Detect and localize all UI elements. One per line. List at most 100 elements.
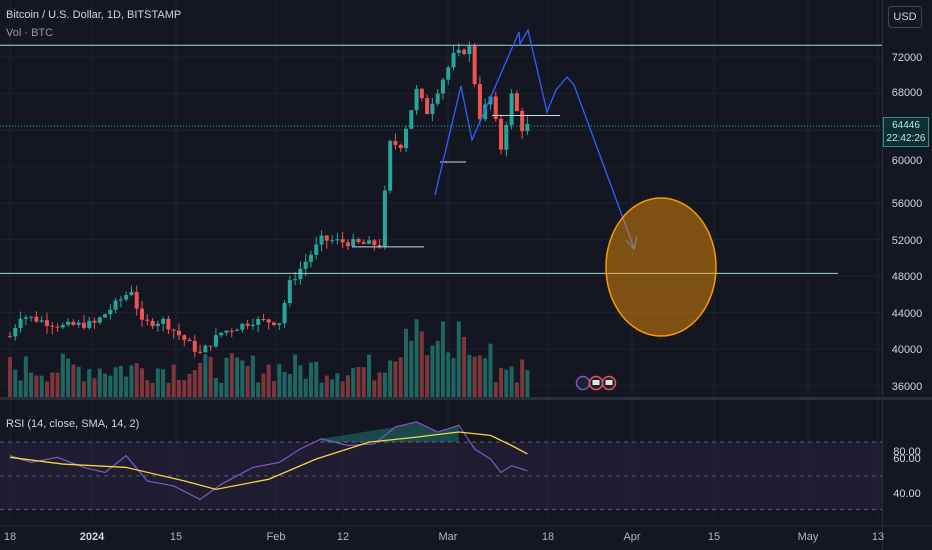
price-tick: 68000 [891, 87, 923, 99]
candle-body [340, 239, 345, 243]
candle-body [240, 323, 245, 330]
candle-body [472, 46, 477, 85]
flag-icon [592, 380, 600, 385]
projection-arrowhead [625, 235, 638, 251]
candle-body [293, 279, 298, 281]
volume-bar [176, 380, 181, 397]
candle-body [372, 240, 377, 246]
volume-bar [425, 355, 430, 397]
candle-body [108, 309, 113, 315]
candle-body [8, 336, 12, 338]
candle-body [514, 93, 519, 111]
volume-bar [483, 358, 488, 397]
volume-bar [488, 343, 493, 397]
candle-body [118, 299, 123, 301]
volume-bar [240, 360, 245, 397]
volume-bar [525, 370, 530, 397]
candle-body [81, 322, 86, 328]
candle-body [377, 245, 382, 247]
volume-bar [171, 364, 176, 397]
candle-body [430, 103, 435, 115]
candle-body [87, 320, 92, 328]
candle-body [404, 128, 408, 149]
candle-body [451, 52, 456, 68]
volume-bar [414, 319, 419, 397]
volume-bar [108, 375, 113, 397]
candle-body [55, 326, 60, 328]
candle-body [44, 320, 49, 326]
candle-body [256, 319, 261, 325]
candle-body [113, 300, 118, 310]
volume-bar [361, 367, 366, 397]
volume-bar [60, 353, 65, 397]
symbol-title[interactable]: Bitcoin / U.S. Dollar, 1D, BITSTAMP [6, 9, 182, 21]
volume-bar [34, 375, 39, 397]
candle-body [456, 49, 461, 53]
candle-body [525, 123, 530, 132]
bar-countdown: 22:42:26 [886, 133, 926, 144]
price-tick: 60000 [891, 155, 923, 167]
volume-bar [451, 358, 456, 397]
candle-body [145, 319, 150, 321]
volume-bar [277, 364, 282, 397]
candle-body [198, 351, 203, 353]
volume-bar [287, 374, 292, 397]
candle-body [324, 235, 329, 241]
time-tick: 18 [3, 531, 17, 543]
volume-bar [134, 363, 139, 397]
volume-bar [472, 356, 477, 397]
price-tick: 40000 [891, 344, 923, 356]
volume-bar [145, 380, 150, 397]
candle-body [330, 240, 335, 242]
volume-bar [372, 380, 377, 397]
candle-body [277, 323, 282, 325]
volume-bar [92, 378, 97, 397]
volume-bar [187, 373, 192, 397]
candle-body [462, 49, 467, 55]
event-lightning-icon [575, 375, 591, 391]
candle-body [124, 294, 129, 300]
volume-bar [81, 381, 86, 397]
candle-body [155, 323, 160, 327]
volume-bar [245, 365, 250, 397]
volume-bar [340, 381, 345, 397]
candle-body [499, 118, 504, 150]
candle-body [250, 324, 255, 326]
candle-body [388, 141, 393, 191]
volume-bar [219, 382, 224, 397]
candle-body [261, 319, 266, 321]
rsi-indicator-label[interactable]: RSI (14, close, SMA, 14, 2) [6, 418, 140, 430]
volume-bar [345, 375, 350, 397]
volume-bar [213, 377, 218, 397]
volume-bar [382, 372, 387, 397]
volume-bar [282, 371, 287, 397]
volume-bar [493, 382, 498, 397]
candle-body [176, 330, 181, 336]
volume-indicator-label[interactable]: Vol · BTC [6, 27, 54, 39]
volume-bar [208, 356, 213, 397]
candle-body [60, 324, 65, 328]
candle-body [398, 144, 403, 149]
volume-bar [330, 379, 335, 397]
currency-button[interactable]: USD [888, 6, 922, 28]
candle-body [39, 320, 44, 322]
candle-body [171, 329, 176, 331]
candle-body [92, 320, 97, 323]
volume-bar [499, 368, 504, 397]
price-tick: 48000 [891, 271, 923, 283]
candle-body [425, 98, 430, 115]
volume-bar [509, 366, 514, 397]
volume-bar [50, 372, 55, 397]
candle-body [319, 235, 324, 245]
volume-bar [23, 356, 28, 397]
candle-body [367, 240, 372, 244]
candle-body [245, 323, 250, 326]
volume-bar [298, 365, 303, 397]
candle-body [520, 110, 525, 132]
volume-bar [303, 378, 308, 397]
volume-bar [308, 362, 313, 397]
volume-bar [118, 365, 123, 397]
volume-bar [161, 369, 166, 397]
candle-body [345, 242, 350, 247]
